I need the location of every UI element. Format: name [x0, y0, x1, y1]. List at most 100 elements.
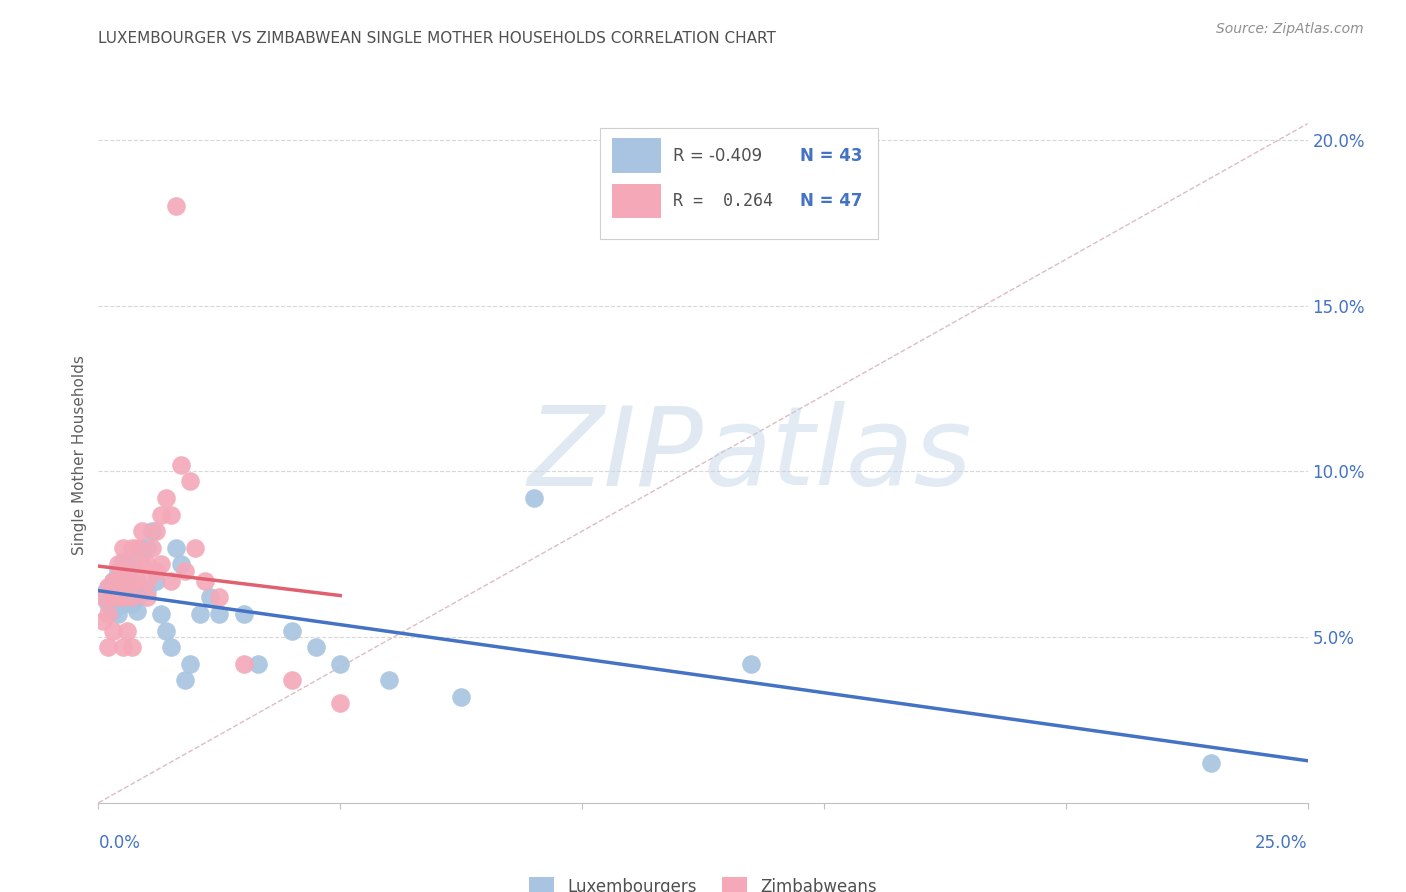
Point	[111, 591, 134, 605]
Text: LUXEMBOURGER VS ZIMBABWEAN SINGLE MOTHER HOUSEHOLDS CORRELATION CHART: LUXEMBOURGER VS ZIMBABWEAN SINGLE MOTHER…	[98, 31, 776, 46]
Point	[145, 524, 167, 538]
Point	[97, 607, 120, 621]
Point	[208, 607, 231, 621]
Point	[107, 607, 129, 621]
Point	[131, 541, 153, 555]
Point	[377, 673, 399, 688]
Point	[111, 597, 134, 611]
Point	[740, 657, 762, 671]
Point	[281, 624, 304, 638]
Text: atlas: atlas	[703, 401, 972, 508]
Point	[135, 583, 157, 598]
Point	[155, 624, 177, 638]
Point	[135, 558, 157, 572]
Point	[107, 558, 129, 572]
Point	[135, 574, 157, 588]
Point	[91, 591, 114, 605]
Point	[160, 574, 183, 588]
Point	[107, 564, 129, 578]
Point	[121, 597, 143, 611]
FancyBboxPatch shape	[612, 184, 661, 219]
Point	[117, 570, 139, 584]
Point	[150, 607, 173, 621]
Point	[145, 574, 167, 588]
Point	[121, 558, 143, 572]
Point	[150, 558, 173, 572]
Point	[111, 640, 134, 654]
Y-axis label: Single Mother Households: Single Mother Households	[72, 355, 87, 555]
Point	[117, 624, 139, 638]
Point	[111, 564, 134, 578]
Point	[101, 574, 124, 588]
Point	[91, 614, 114, 628]
Text: Source: ZipAtlas.com: Source: ZipAtlas.com	[1216, 22, 1364, 37]
Point	[174, 564, 197, 578]
Point	[1199, 756, 1222, 770]
Point	[523, 491, 546, 505]
Point	[121, 591, 143, 605]
Point	[145, 564, 167, 578]
Point	[141, 524, 163, 538]
FancyBboxPatch shape	[600, 128, 879, 239]
Point	[165, 199, 187, 213]
Text: N = 47: N = 47	[800, 192, 862, 210]
Point	[165, 541, 187, 555]
Point	[121, 640, 143, 654]
Point	[169, 558, 191, 572]
Point	[107, 591, 129, 605]
Point	[141, 541, 163, 555]
Point	[232, 607, 254, 621]
Point	[101, 574, 124, 588]
Point	[117, 558, 139, 572]
Point	[107, 574, 129, 588]
Point	[329, 657, 352, 671]
Point	[121, 541, 143, 555]
Point	[188, 607, 211, 621]
Point	[169, 458, 191, 472]
Point	[97, 581, 120, 595]
Point	[194, 574, 217, 588]
Point	[117, 574, 139, 588]
Point	[111, 554, 134, 568]
Text: R =  0.264: R = 0.264	[672, 192, 773, 210]
Point	[450, 690, 472, 704]
Text: R = -0.409: R = -0.409	[672, 147, 762, 165]
Point	[160, 508, 183, 522]
Point	[101, 591, 124, 605]
Point	[101, 604, 124, 618]
Point	[97, 581, 120, 595]
Point	[121, 574, 143, 588]
Point	[111, 541, 134, 555]
Point	[101, 591, 124, 605]
Text: ZIP: ZIP	[527, 401, 703, 508]
Point	[127, 541, 149, 555]
Point	[232, 657, 254, 671]
FancyBboxPatch shape	[612, 138, 661, 173]
Point	[107, 587, 129, 601]
Point	[160, 640, 183, 654]
Point	[111, 581, 134, 595]
Text: N = 43: N = 43	[800, 147, 862, 165]
Point	[184, 541, 207, 555]
Point	[305, 640, 328, 654]
Point	[135, 541, 157, 555]
Point	[131, 524, 153, 538]
Text: 25.0%: 25.0%	[1256, 834, 1308, 852]
Point	[91, 587, 114, 601]
Point	[127, 604, 149, 618]
Point	[247, 657, 270, 671]
Point	[155, 491, 177, 505]
Point	[179, 657, 201, 671]
Point	[150, 508, 173, 522]
Point	[198, 591, 221, 605]
Point	[101, 624, 124, 638]
Text: 0.0%: 0.0%	[98, 834, 141, 852]
Point	[329, 697, 352, 711]
Point	[117, 591, 139, 605]
Point	[281, 673, 304, 688]
Point	[179, 475, 201, 489]
Point	[135, 591, 157, 605]
Point	[97, 597, 120, 611]
Point	[127, 574, 149, 588]
Point	[131, 558, 153, 572]
